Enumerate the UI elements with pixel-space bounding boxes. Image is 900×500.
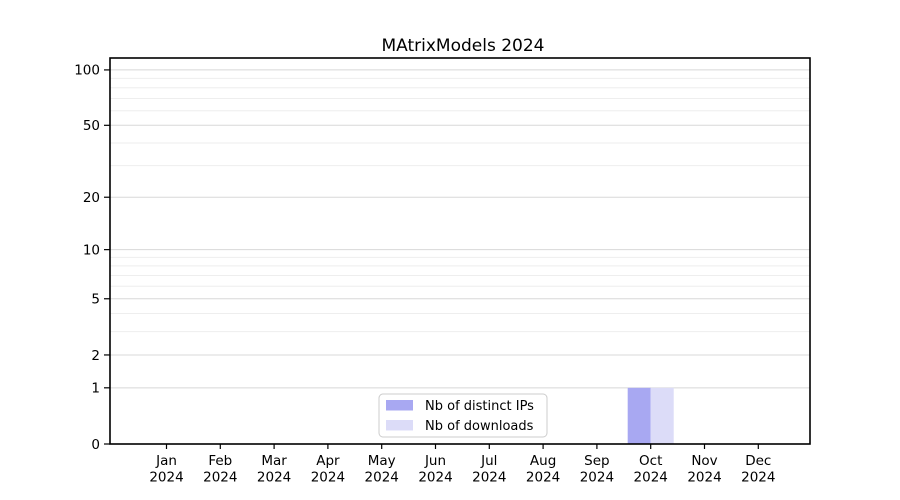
x-tick-label: Mar 2024 [257,453,291,486]
legend: Nb of distinct IPs Nb of downloads [378,393,548,438]
x-tick-label: Jun 2024 [418,453,452,486]
legend-label-nb-of-downloads: Nb of downloads [425,419,534,434]
plot-border [109,57,811,445]
legend-swatch-nb-of-distinct-ips [386,400,413,411]
y-tick-label: 0 [91,437,100,453]
y-tick-label: 100 [74,63,100,79]
x-tick-label: Sep 2024 [580,453,614,486]
x-tick-label: Nov 2024 [687,453,721,486]
bars-layer [627,387,674,444]
legend-swatch-nb-of-downloads [386,420,413,431]
legend-box [378,393,548,438]
x-tick-label: Apr 2024 [311,453,345,486]
y-tick-label: 2 [91,348,100,364]
bar-nb-of-downloads [650,387,674,444]
x-tick-label: Dec 2024 [741,453,775,486]
x-tick-label: Aug 2024 [526,453,560,486]
x-tick-label: Jul 2024 [472,453,506,486]
axes-layer: 0 1 2 5 10 20 50 100 Jan 2024 Feb 2024 Mar 2024 Apr 202… [74,57,811,486]
y-tick-label: 50 [83,118,100,134]
legend-label-nb-of-distinct-ips: Nb of distinct IPs [425,399,534,414]
x-tick-label: Jan 2024 [149,453,183,486]
x-tick-label: Oct 2024 [634,453,668,486]
grid-layer [110,69,810,389]
y-tick-label: 10 [83,242,100,258]
x-tick-label: May 2024 [365,453,399,486]
y-tick-label: 1 [91,381,100,397]
x-tick-label: Feb 2024 [203,453,237,486]
y-tick-label: 20 [83,190,100,206]
y-tick-label: 5 [91,292,100,308]
bar-nb-of-distinct-ips [627,387,651,444]
chart-title: MAtrixModels 2024 [381,36,544,56]
